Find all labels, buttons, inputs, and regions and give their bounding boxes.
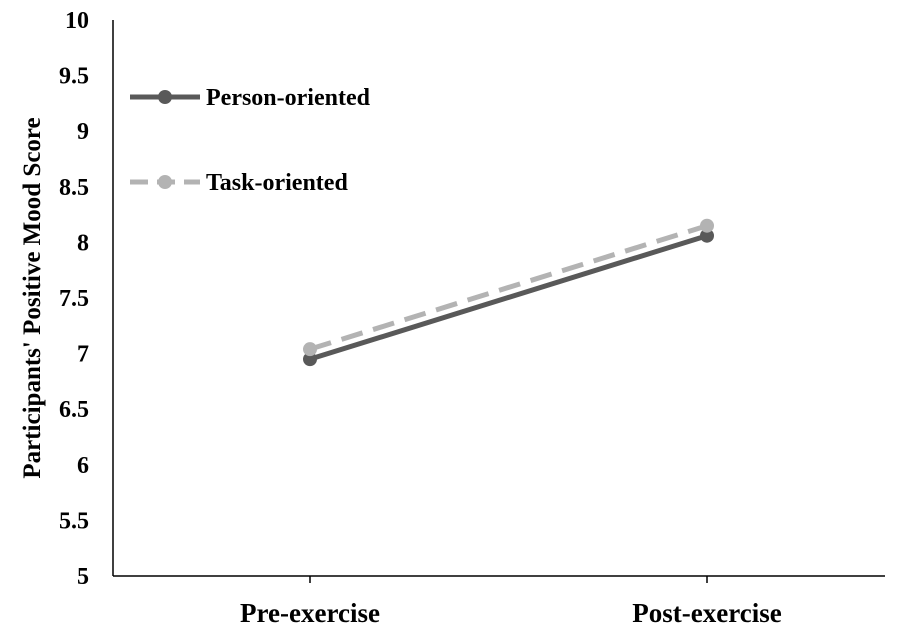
y-tick-labels: 5 5.5 6 6.5 7 7.5 8 8.5 9 9.5 10 (59, 8, 89, 590)
y-tick-label: 7 (77, 342, 89, 368)
y-tick-label: 5 (77, 564, 89, 590)
x-tick-label: Post-exercise (632, 598, 781, 628)
legend-marker (158, 90, 172, 104)
data-point (700, 228, 714, 243)
y-tick-label: 9 (77, 119, 89, 145)
y-tick-label: 7.5 (59, 286, 89, 312)
axes (112, 20, 885, 577)
y-tick-label: 9.5 (59, 64, 89, 90)
series (303, 218, 714, 367)
series-line (309, 223, 708, 352)
y-tick-label: 6 (77, 453, 89, 479)
series-1 (303, 228, 714, 367)
y-tick-label: 5.5 (59, 508, 89, 534)
legend-item: Task-oriented (130, 170, 348, 196)
legend: Person-oriented Task-oriented (130, 85, 371, 196)
legend-label: Person-oriented (206, 85, 371, 111)
series-line (309, 233, 708, 362)
y-tick-label: 8.5 (59, 175, 89, 201)
data-point (303, 352, 317, 367)
y-tick-label: 6.5 (59, 397, 89, 423)
legend-label: Task-oriented (206, 170, 348, 196)
y-axis-label: Participants' Positive Mood Score (19, 117, 46, 478)
data-point (700, 218, 714, 233)
legend-marker (158, 175, 172, 189)
y-tick-label: 10 (65, 8, 89, 34)
data-point (303, 342, 317, 357)
series-2 (303, 218, 714, 357)
x-tick-labels: Pre-exercise Post-exercise (240, 576, 782, 628)
x-tick-label: Pre-exercise (240, 598, 380, 628)
legend-item: Person-oriented (130, 85, 371, 111)
y-tick-label: 8 (77, 230, 89, 256)
